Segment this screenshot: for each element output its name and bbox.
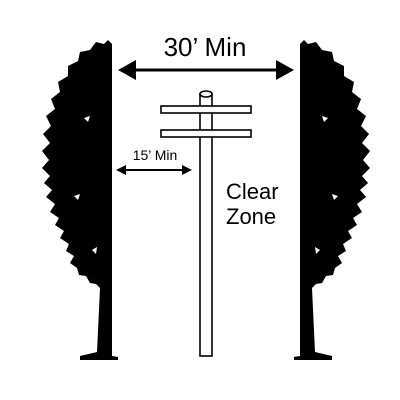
half-width-label: 15’ Min — [133, 147, 178, 163]
half-width-arrow — [116, 165, 192, 175]
left-tree-icon — [42, 40, 118, 360]
total-width-arrow — [118, 60, 294, 80]
zone-label-line2: Zone — [226, 204, 276, 229]
zone-label-line1: Clear — [226, 179, 279, 204]
utility-pole-icon — [160, 90, 252, 357]
right-tree-icon — [294, 40, 370, 360]
total-width-label: 30’ Min — [164, 32, 247, 62]
